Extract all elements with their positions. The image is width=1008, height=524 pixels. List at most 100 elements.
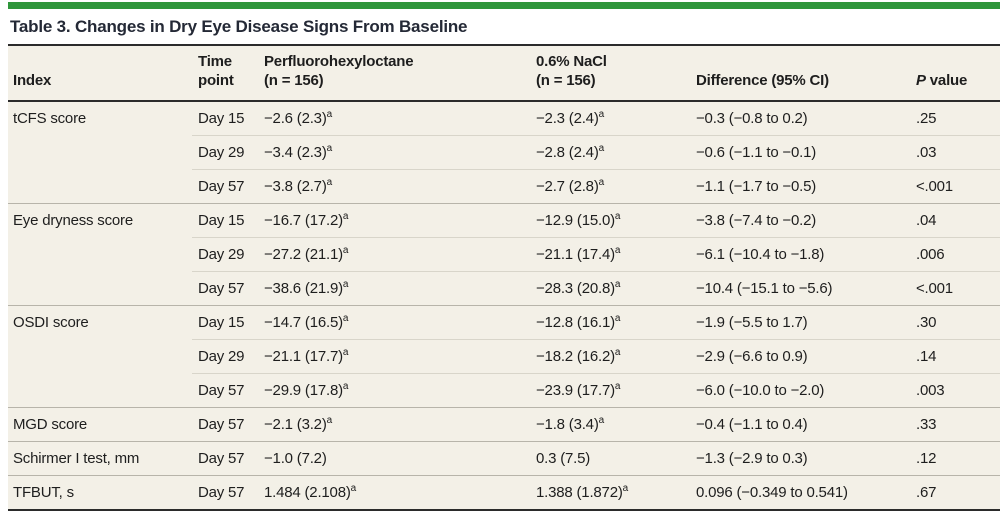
cell-index: MGD score: [8, 406, 192, 441]
footnote-marker: a: [326, 142, 333, 154]
cell-time_point: Day 29: [192, 236, 258, 271]
cell-difference: −0.3 (−0.8 to 0.2): [696, 109, 808, 127]
cell-difference: −2.9 (−6.6 to 0.9): [690, 338, 910, 373]
footnote-marker: a: [342, 244, 349, 256]
cell-index: [8, 169, 192, 203]
accent-bar: [8, 2, 1000, 9]
cell-difference: −0.4 (−1.1 to 0.4): [690, 406, 910, 441]
cell-drug: −3.4 (2.3)a: [258, 134, 530, 169]
footnote-marker: a: [598, 108, 605, 120]
footnote-marker: a: [622, 482, 629, 494]
cell-time_point: Day 15: [192, 304, 258, 339]
table-row: TFBUT, s Day 57 1.484 (2.108)a 1.388 (1.872…: [8, 474, 1000, 510]
cell-p_value: .006: [910, 236, 1000, 271]
cell-drug: −16.7 (17.2)a: [258, 202, 530, 237]
column-header-nacl: 0.6% NaCl (n = 156): [530, 46, 690, 102]
cell-time_point: Day 57: [192, 168, 258, 203]
cell-p_value: .30: [910, 304, 1000, 339]
cell-nacl: −2.7 (2.8)a: [530, 168, 690, 203]
footnote-marker: a: [614, 210, 621, 222]
cell-time_point: Day 57: [192, 474, 258, 510]
footnote-marker: a: [598, 176, 605, 188]
footnote-marker: a: [350, 482, 357, 494]
cell-nacl: −1.8 (3.4)a: [530, 406, 690, 441]
table-row: OSDI score Day 15 −14.7 (16.5)a −12.8 (16.1…: [8, 304, 1000, 339]
table-row: Eye dryness score Day 15 −16.7 (17.2)a −12.…: [8, 202, 1000, 237]
table-row: tCFS score Day 15 −2.6 (2.3)a −2.3 (2.4)a −0…: [8, 101, 1000, 136]
cell-nacl: −23.9 (17.7)a: [530, 372, 690, 407]
cell-difference: −10.4 (−15.1 to −5.6): [690, 270, 910, 305]
cell-time_point: Day 15: [192, 202, 258, 237]
cell-p_value: .67: [910, 474, 1000, 510]
cell-time_point: Day 57: [192, 270, 258, 305]
cell-drug: 1.484 (2.108)a: [258, 474, 530, 510]
cell-p_value: .003: [910, 372, 1000, 407]
cell-index: [8, 237, 192, 271]
column-header-drug: Perfluorohexyloctane (n = 156): [258, 46, 530, 102]
cell-time_point: Day 57: [192, 406, 258, 441]
cell-drug: −29.9 (17.8)a: [258, 372, 530, 407]
cell-nacl: −12.8 (16.1)a: [530, 304, 690, 339]
cell-p_value: .12: [910, 440, 1000, 475]
cell-time_point: Day 29: [192, 338, 258, 373]
cell-drug: −2.1 (3.2)a: [258, 406, 530, 441]
cell-nacl: −21.1 (17.4)a: [530, 236, 690, 271]
table-row: Day 29 −21.1 (17.7)a −18.2 (16.2)a −2.9 (−6…: [8, 338, 1000, 373]
footnote-marker: a: [326, 176, 333, 188]
table-row: Day 57 −3.8 (2.7)a −2.7 (2.8)a −1.1 (−1.7 t…: [8, 168, 1000, 203]
cell-time_point: Day 57: [192, 372, 258, 407]
cell-difference: −1.1 (−1.7 to −0.5): [690, 168, 910, 203]
cell-index: [8, 271, 192, 305]
cell-p_value: .04: [910, 202, 1000, 237]
table-row: Day 57 −38.6 (21.9)a −28.3 (20.8)a −10.4 (−…: [8, 270, 1000, 305]
column-header-difference: Difference (95% CI): [690, 46, 910, 102]
footnote-marker: a: [598, 142, 605, 154]
cell-time_point: Day 29: [192, 134, 258, 169]
cell-p_value: <.001: [910, 168, 1000, 203]
cell-nacl: −2.3 (2.4)a: [536, 108, 605, 127]
cell-p_value: .33: [910, 406, 1000, 441]
cell-difference: −0.6 (−1.1 to −0.1): [690, 134, 910, 169]
cell-difference: −6.1 (−10.4 to −1.8): [690, 236, 910, 271]
cell-drug: −3.8 (2.7)a: [258, 168, 530, 203]
cell-index: Eye dryness score: [8, 202, 192, 237]
footnote-marker: a: [342, 312, 349, 324]
cell-drug: −38.6 (21.9)a: [258, 270, 530, 305]
cell-difference: −1.3 (−2.9 to 0.3): [690, 440, 910, 475]
cell-drug: −1.0 (7.2): [258, 440, 530, 475]
results-table: Index Time point Perfluorohexyloctane (n = 1…: [8, 46, 1000, 511]
cell-time_point: Day 57: [192, 440, 258, 475]
column-header-index: Index: [8, 46, 192, 102]
footnote-marker: a: [614, 312, 621, 324]
cell-index: tCFS score: [13, 109, 87, 127]
cell-p_value: .03: [910, 134, 1000, 169]
cell-time_point: Day 15: [198, 109, 245, 127]
cell-nacl: 1.388 (1.872)a: [530, 474, 690, 510]
cell-drug: −14.7 (16.5)a: [258, 304, 530, 339]
footnote-marker: a: [342, 210, 349, 222]
cell-p_value: <.001: [910, 270, 1000, 305]
table-row: Day 57 −29.9 (17.8)a −23.9 (17.7)a −6.0 (−1…: [8, 372, 1000, 407]
cell-index: Schirmer I test, mm: [8, 440, 192, 475]
footnote-marker: a: [342, 380, 349, 392]
cell-index: [8, 339, 192, 373]
footnote-marker: a: [326, 108, 333, 120]
cell-difference: −6.0 (−10.0 to −2.0): [690, 372, 910, 407]
table-title: Table 3. Changes in Dry Eye Disease Sign…: [8, 9, 1000, 46]
cell-nacl: 0.3 (7.5): [530, 440, 690, 475]
footnote-marker: a: [614, 346, 621, 358]
cell-difference: −3.8 (−7.4 to −0.2): [690, 202, 910, 237]
table-row: Day 29 −3.4 (2.3)a −2.8 (2.4)a −0.6 (−1.1 t…: [8, 134, 1000, 169]
column-header-time_point: Time point: [192, 46, 258, 102]
footnote-marker: a: [326, 414, 333, 426]
footnote-marker: a: [342, 346, 349, 358]
cell-difference: 0.096 (−0.349 to 0.541): [690, 474, 910, 510]
cell-nacl: −2.8 (2.4)a: [530, 134, 690, 169]
footnote-marker: a: [614, 244, 621, 256]
cell-difference: −1.9 (−5.5 to 1.7): [690, 304, 910, 339]
header-row: Index Time point Perfluorohexyloctane (n = 1…: [8, 46, 1000, 102]
cell-index: [8, 373, 192, 407]
cell-nacl: −28.3 (20.8)a: [530, 270, 690, 305]
table-row: Day 29 −27.2 (21.1)a −21.1 (17.4)a −6.1 (−1…: [8, 236, 1000, 271]
